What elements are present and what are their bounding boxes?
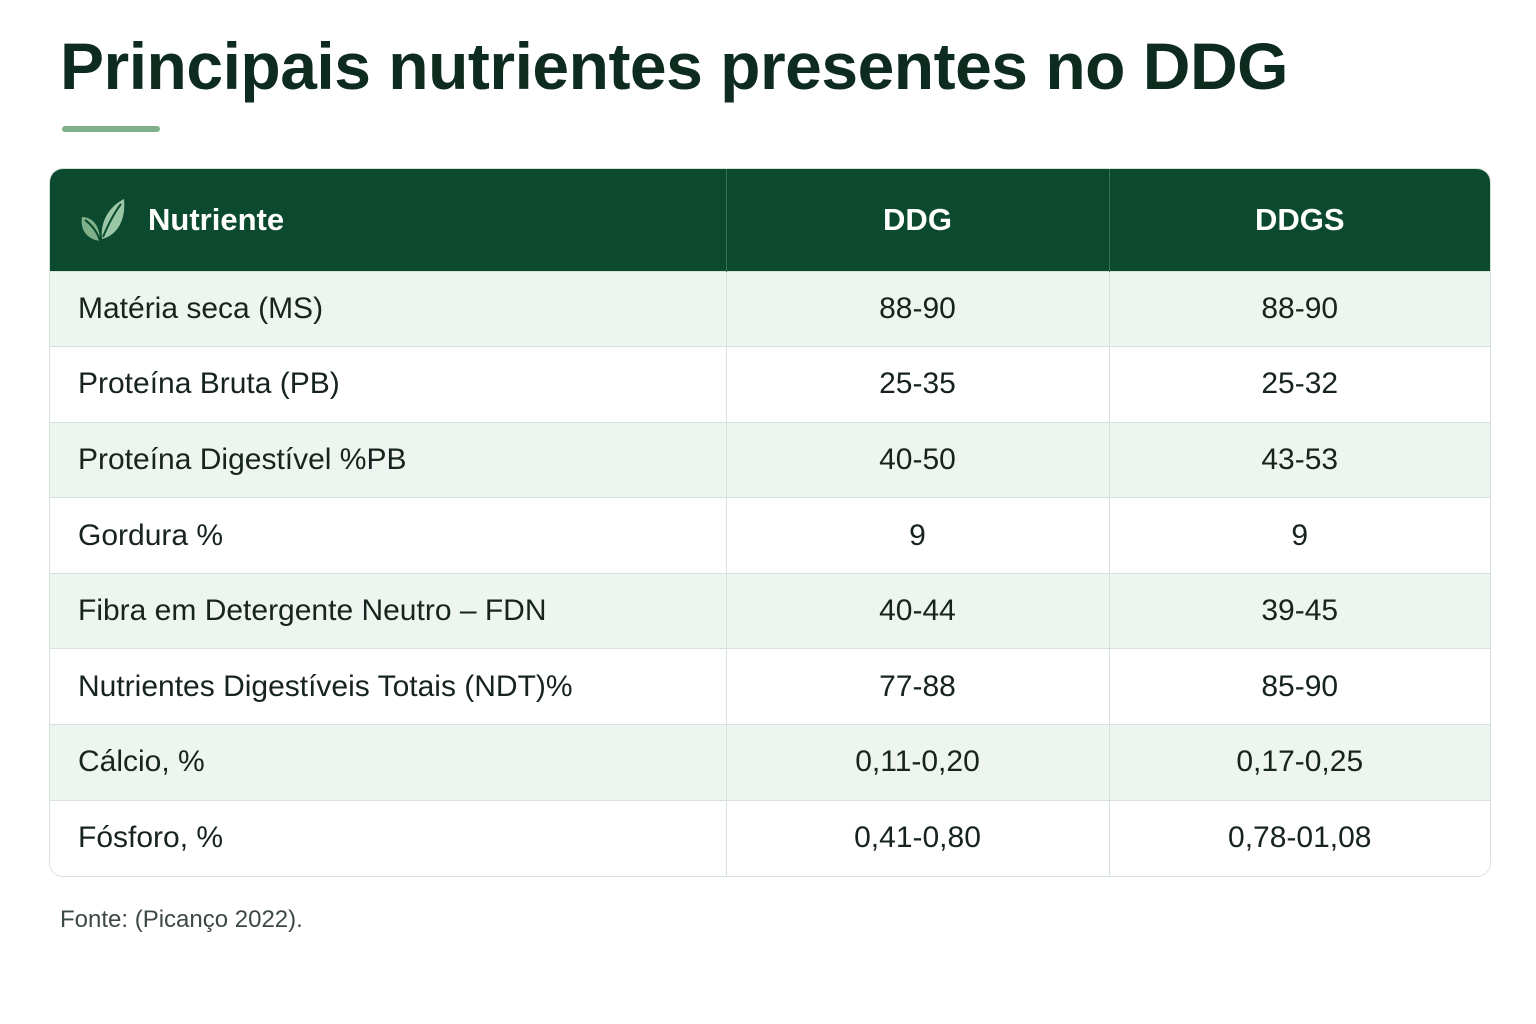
header-ddg: DDG (725, 169, 1109, 271)
cell-ddg: 0,41-0,80 (725, 799, 1109, 876)
cell-ddg: 77-88 (725, 648, 1109, 725)
cell-ddg: 88-90 (725, 270, 1109, 347)
cell-nutriente: Fósforo, % (50, 799, 726, 876)
cell-ddg: 9 (725, 497, 1109, 574)
nutrient-table: Nutriente DDG DDGS Matéria seca (MS) 88-… (49, 168, 1491, 877)
source-note: Fonte: (Picanço 2022). (60, 906, 303, 933)
cell-ddgs: 0,78-01,08 (1108, 799, 1490, 876)
cell-ddg: 0,11-0,20 (725, 724, 1109, 801)
nutrient-table-grid: Nutriente DDG DDGS Matéria seca (MS) 88-… (50, 169, 1490, 876)
table-row: Fibra em Detergente Neutro – FDN 40-44 3… (50, 572, 1490, 649)
table-body: Matéria seca (MS) 88-90 88-90 Proteína B… (50, 270, 1490, 876)
cell-ddgs: 9 (1108, 497, 1490, 574)
header-nutriente: Nutriente (50, 169, 726, 271)
table-row: Matéria seca (MS) 88-90 88-90 (50, 270, 1490, 347)
cell-ddgs: 43-53 (1108, 421, 1490, 498)
cell-ddg: 40-44 (725, 572, 1109, 649)
table-header: Nutriente DDG DDGS (50, 169, 1490, 271)
cell-nutriente: Cálcio, % (50, 724, 726, 801)
table-row: Cálcio, % 0,11-0,20 0,17-0,25 (50, 724, 1490, 801)
page-title: Principais nutrientes presentes no DDG (60, 29, 1288, 103)
cell-ddg: 25-35 (725, 346, 1109, 423)
table-row: Nutrientes Digestíveis Totais (NDT)% 77-… (50, 648, 1490, 725)
table-header-row: Nutriente DDG DDGS (50, 169, 1490, 271)
table-row: Proteína Bruta (PB) 25-35 25-32 (50, 346, 1490, 423)
title-underline (62, 126, 160, 132)
table-row: Proteína Digestível %PB 40-50 43-53 (50, 421, 1490, 498)
cell-ddg: 40-50 (725, 421, 1109, 498)
cell-nutriente: Matéria seca (MS) (50, 270, 726, 347)
cell-ddgs: 0,17-0,25 (1108, 724, 1490, 801)
cell-nutriente: Proteína Bruta (PB) (50, 346, 726, 423)
header-ddgs: DDGS (1108, 169, 1490, 271)
cell-ddgs: 88-90 (1108, 270, 1490, 347)
leaf-icon (81, 198, 125, 242)
cell-ddgs: 39-45 (1108, 572, 1490, 649)
table-row: Fósforo, % 0,41-0,80 0,78-01,08 (50, 799, 1490, 876)
cell-nutriente: Gordura % (50, 497, 726, 574)
cell-nutriente: Proteína Digestível %PB (50, 421, 726, 498)
cell-ddgs: 85-90 (1108, 648, 1490, 725)
cell-ddgs: 25-32 (1108, 346, 1490, 423)
cell-nutriente: Fibra em Detergente Neutro – FDN (50, 572, 726, 649)
cell-nutriente: Nutrientes Digestíveis Totais (NDT)% (50, 648, 726, 725)
header-nutriente-label: Nutriente (148, 201, 285, 237)
table-row: Gordura % 9 9 (50, 497, 1490, 574)
